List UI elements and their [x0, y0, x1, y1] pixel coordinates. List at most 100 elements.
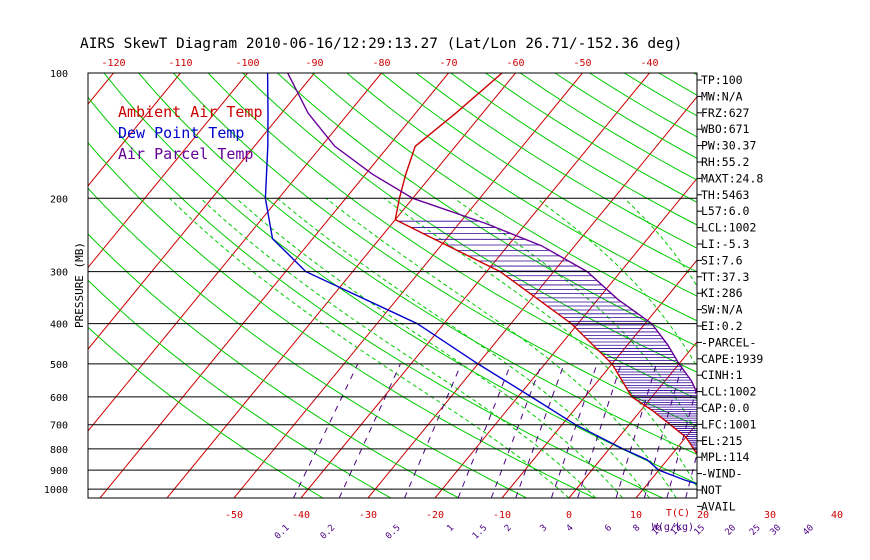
mixing-ratio-unit-label: W(g/kg) — [652, 522, 694, 533]
dry-adiabat-line — [623, 73, 697, 117]
temp-bottom-tick-label: 0 — [566, 510, 572, 521]
dry-adiabat-line — [346, 73, 697, 297]
moist-adiabat-line — [536, 197, 697, 368]
dry-adiabat-line — [88, 326, 324, 498]
mixing-ratio-tick-label: 2 — [503, 523, 514, 534]
isotherm-line — [88, 73, 315, 351]
dry-adiabat-line — [88, 187, 528, 498]
pressure-axis-label: PRESSURE (MB) — [73, 242, 86, 328]
isotherm-line — [434, 177, 697, 498]
sounding-index: TH:5463 — [701, 188, 750, 202]
sounding-index: MPL:114 — [701, 450, 750, 464]
temp-axis-label: T(C) — [666, 508, 690, 519]
plot-frame — [87, 72, 698, 499]
mixing-ratio-line — [643, 363, 683, 498]
sounding-index: LFC:1001 — [701, 417, 756, 431]
moist-adiabat-line — [277, 197, 650, 498]
sounding-index: WBO:671 — [701, 122, 750, 136]
temp-top-tick-label: -120 — [101, 58, 125, 69]
moist-adiabat-line — [200, 197, 597, 498]
legend-ambient-air-temp: Ambient Air Temp — [118, 103, 263, 121]
dry-adiabat-line — [88, 279, 392, 498]
isotherm-line — [568, 341, 697, 498]
mixing-ratio-tick-label: 1 — [445, 523, 456, 534]
sounding-index: LCL:1002 — [701, 385, 756, 399]
dry-adiabat-line — [728, 73, 870, 498]
mixing-ratio-tick-label: 3 — [539, 523, 550, 534]
temp-bottom-tick-label: 30 — [764, 510, 776, 521]
sounding-index: MAXT:24.8 — [701, 171, 763, 185]
dry-adiabat-line — [311, 73, 697, 322]
temp-top-tick-label: -70 — [439, 58, 457, 69]
ambient-air-temp-line — [394, 73, 697, 456]
sounding-index: EL:215 — [701, 434, 743, 448]
sounding-index: TP:100 — [701, 73, 743, 87]
legend-air-parcel-temp: Air Parcel Temp — [118, 145, 253, 163]
sounding-index: KI:286 — [701, 286, 743, 300]
temp-bottom-tick-label: 10 — [630, 510, 642, 521]
temp-top-tick-label: -50 — [573, 58, 591, 69]
sounding-index: LCL:1002 — [701, 221, 756, 235]
sounding-index: FRZ:627 — [701, 106, 750, 120]
dry-adiabat-line — [88, 233, 460, 498]
moist-adiabat-line — [769, 198, 837, 498]
temp-bottom-tick-label: -30 — [359, 510, 377, 521]
dry-adiabat-line — [450, 73, 697, 226]
moist-adiabat-line — [384, 197, 697, 489]
temp-top-tick-label: -100 — [235, 58, 259, 69]
pressure-tick-label: 100 — [50, 69, 68, 80]
chart-title: AIRS SkewT Diagram 2010-06-16/12:29:13.2… — [80, 36, 683, 52]
dry-adiabat-line — [277, 73, 697, 347]
mixing-ratio-tick-label: 0.5 — [384, 523, 403, 542]
mixing-ratio-line — [338, 363, 401, 498]
mixing-ratio-tick-label: 20 — [724, 523, 739, 538]
mixing-ratio-tick-label: 30 — [769, 523, 784, 538]
mixing-ratio-tick-label: 15 — [693, 523, 708, 538]
temp-bottom-tick-label: 40 — [831, 510, 843, 521]
moist-adiabat-line — [325, 197, 677, 498]
sounding-index: CAPE:1939 — [701, 352, 763, 366]
mixing-ratio-line — [457, 363, 512, 498]
sounding-index: MW:N/A — [701, 89, 743, 103]
mixing-ratio-tick-label: 6 — [603, 523, 614, 534]
dew-point-temp-line — [264, 73, 697, 485]
temp-top-tick-label: -90 — [305, 58, 323, 69]
sounding-index: -WIND- — [701, 467, 743, 481]
pressure-tick-label: 1000 — [44, 485, 68, 496]
temp-top-tick-label: -110 — [168, 58, 192, 69]
sounding-index: EI:0.2 — [701, 319, 743, 333]
temp-top-tick-label: -40 — [640, 58, 658, 69]
mixing-ratio-line — [818, 364, 841, 498]
isotherm-line — [635, 422, 697, 498]
isotherm-line — [300, 73, 650, 498]
isotherm-line — [88, 73, 382, 432]
isotherm-line — [367, 95, 697, 498]
pressure-tick-label: 200 — [50, 194, 68, 205]
mixing-ratio-tick-label: 8 — [632, 523, 643, 534]
mixing-ratio-tick-label: 0.1 — [273, 523, 292, 542]
mixing-ratio-line — [404, 363, 462, 498]
legend-dew-point-temp: Dew Point Temp — [118, 124, 244, 142]
mixing-ratio-tick-label: 0.2 — [319, 523, 338, 542]
dry-adiabat-line — [207, 73, 697, 400]
pressure-tick-label: 700 — [50, 421, 68, 432]
moist-adiabat-line — [235, 197, 623, 498]
dry-adiabat-line — [242, 73, 697, 373]
isotherm-line — [770, 73, 870, 498]
temp-top-tick-label: -60 — [506, 58, 524, 69]
temp-bottom-tick-label: -40 — [292, 510, 310, 521]
moist-adiabat-line — [454, 197, 697, 434]
sounding-index: L57:6.0 — [701, 204, 750, 218]
dry-adiabat-line — [138, 73, 697, 455]
mixing-ratio-line — [785, 364, 811, 498]
sounding-index: SW:N/A — [701, 303, 743, 317]
pressure-tick-label: 500 — [50, 360, 68, 371]
isotherm-line — [99, 73, 449, 498]
temp-bottom-tick-label: -10 — [493, 510, 511, 521]
temp-bottom-tick-label: -20 — [426, 510, 444, 521]
mixing-ratio-line — [615, 363, 658, 498]
sounding-index: NOT — [701, 483, 722, 497]
mixing-ratio-tick-label: 4 — [565, 523, 576, 534]
pressure-tick-label: 800 — [50, 445, 68, 456]
sounding-index: -PARCEL- — [701, 335, 756, 349]
